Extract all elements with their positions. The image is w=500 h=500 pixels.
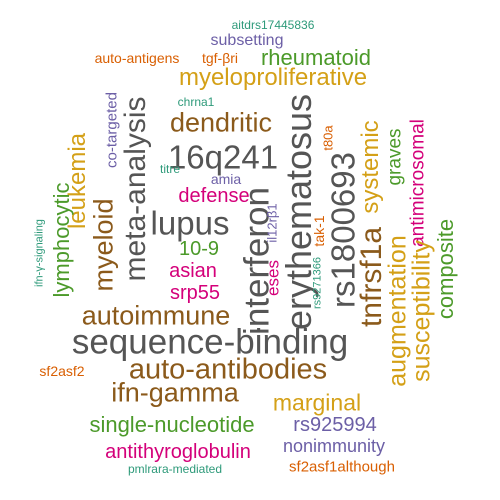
word-susceptibility: susceptibility [407,240,436,382]
word-sf2asf1although: sf2asf1although [289,458,395,476]
word-nonimmunity: nonimmunity [282,436,386,456]
word-il12rb1: il12rβ1 [264,203,280,243]
word-tnfrsf1a: tnfrsf1a [355,226,388,328]
word-tgf-beta-ri: tgf-βri [201,50,239,66]
word-chrna1: chrna1 [177,95,215,109]
word-sf2asf2: sf2asf2 [39,363,85,379]
word-tak-1: tak-1 [311,215,327,247]
word-antithyroglobulin: antithyroglobulin [105,441,251,463]
word-asian: asian [169,260,217,282]
word-amia: amia [210,171,242,187]
word-composite: composite [433,218,458,320]
word-rs925994: rs925994 [293,414,377,436]
word-meta-analysis: meta-analysis [119,96,152,282]
word-antimicrosomal: antimicrosomal [407,119,429,247]
word-16q241: 16q241 [167,138,279,176]
word-ifn-gamma: ifn-gamma [111,377,239,408]
word-rheumatoid: rheumatoid [260,45,372,70]
word-marginal: marginal [272,389,362,416]
word-lupus: lupus [150,204,230,242]
word-single-nucleotide: single-nucleotide [89,412,255,437]
word-aitdrs17445836: aitdrs17445836 [231,18,315,32]
word-lymphocytic: lymphocytic [49,182,74,298]
word-autoimmune: autoimmune [81,300,231,331]
word-co-targeted: co-targeted [103,92,121,168]
word-defense: defense [178,185,250,207]
word-pmlrara-mediated: pmlrara-mediated [127,462,223,476]
word-titre: titre [159,162,181,176]
word-auto-antigens: auto-antigens [94,50,180,66]
word-myeloproliferative: myeloproliferative [178,64,368,91]
word-t80a: t80a [320,125,336,151]
word-myeloid: myeloid [88,198,119,292]
word-srp55: srp55 [169,282,221,304]
word-subsetting: subsetting [210,32,284,49]
word-sequence-binding: sequence-binding [71,322,349,362]
word-systemic: systemic [357,120,384,214]
word-rs9271366: rs9271366 [311,257,324,309]
word-ifn-gamma-signaling: ifn-γ-signaling [33,219,46,287]
word-eses: eses [263,260,283,296]
word-graves: graves [384,128,406,186]
word-dendritic: dendritic [169,107,273,138]
word-auto-antibodies: auto-antibodies [128,353,328,386]
word-10-9: 10-9 [178,238,220,260]
